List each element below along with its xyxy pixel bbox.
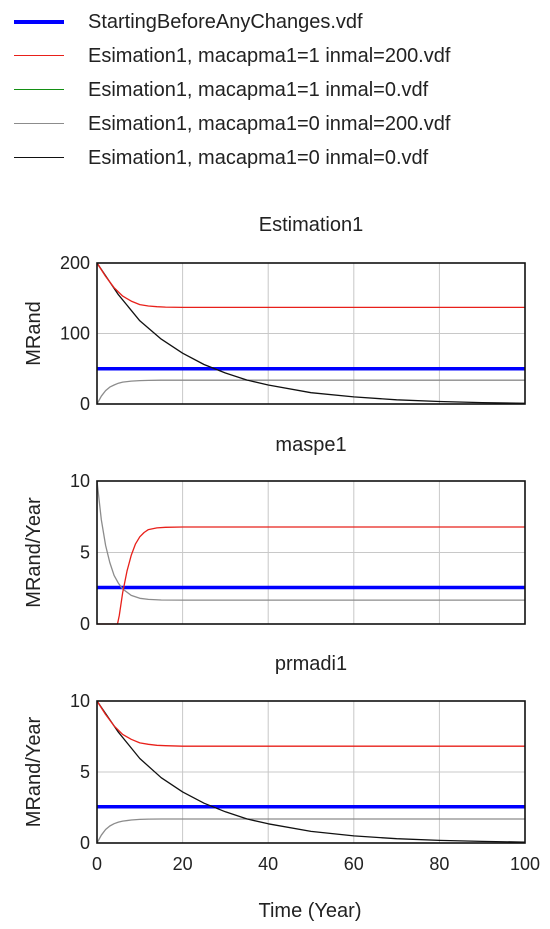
legend-label: StartingBeforeAnyChanges.vdf [88, 11, 363, 33]
chart-title: Estimation1 [259, 214, 364, 236]
y-tick-label: 0 [80, 833, 90, 853]
y-axis-label: MRand/Year [23, 497, 45, 608]
legend-item: StartingBeforeAnyChanges.vdf [14, 6, 544, 40]
legend-swatch [14, 20, 64, 24]
x-tick-label: 40 [258, 854, 278, 874]
y-axis-label: MRand [23, 301, 45, 365]
chart-title: maspe1 [275, 434, 346, 456]
legend-swatch [14, 157, 64, 159]
plot-frame [96, 262, 526, 405]
series-line [96, 262, 526, 404]
series-line [96, 480, 525, 601]
x-axis-label: Time (Year) [259, 900, 362, 922]
y-tick-label: 100 [60, 324, 90, 344]
x-tick-label: 0 [92, 854, 102, 874]
y-tick-label: 5 [80, 543, 90, 563]
legend-swatch [14, 55, 64, 57]
legend-label: Esimation1, macapma1=0 inmal=0.vdf [88, 147, 429, 169]
y-tick-label: 5 [80, 762, 90, 782]
series-line [96, 262, 525, 309]
series-line [97, 526, 525, 625]
x-tick-label: 20 [173, 854, 193, 874]
y-tick-label: 0 [80, 614, 90, 634]
x-tick-label: 100 [510, 854, 540, 874]
series-line [96, 700, 525, 747]
chart-title: prmadi1 [275, 653, 347, 675]
legend-item: Esimation1, macapma1=0 inmal=200.vdf [14, 108, 544, 142]
legend-swatch [14, 123, 64, 125]
legend-label: Esimation1, macapma1=0 inmal=200.vdf [88, 113, 451, 135]
legend-label: Esimation1, macapma1=1 inmal=0.vdf [88, 79, 429, 101]
legend-item: Esimation1, macapma1=1 inmal=200.vdf [14, 40, 544, 74]
legend-label: Esimation1, macapma1=1 inmal=200.vdf [88, 45, 451, 67]
series-line [96, 818, 525, 844]
legend-item: Esimation1, macapma1=1 inmal=0.vdf [14, 74, 544, 108]
x-tick-label: 60 [344, 854, 364, 874]
plot-frame [96, 480, 526, 625]
legend: StartingBeforeAnyChanges.vdf Esimation1,… [14, 6, 544, 176]
legend-swatch [14, 89, 64, 91]
x-tick-label: 80 [429, 854, 449, 874]
y-tick-label: 10 [70, 691, 90, 711]
y-tick-label: 0 [80, 394, 90, 414]
y-tick-label: 10 [70, 471, 90, 491]
series-line [96, 379, 525, 405]
legend-item: Esimation1, macapma1=0 inmal=0.vdf [14, 142, 544, 176]
plot-frame [96, 700, 526, 844]
y-axis-label: MRand/Year [23, 716, 45, 827]
series-line [96, 700, 526, 843]
y-tick-label: 200 [60, 253, 90, 273]
